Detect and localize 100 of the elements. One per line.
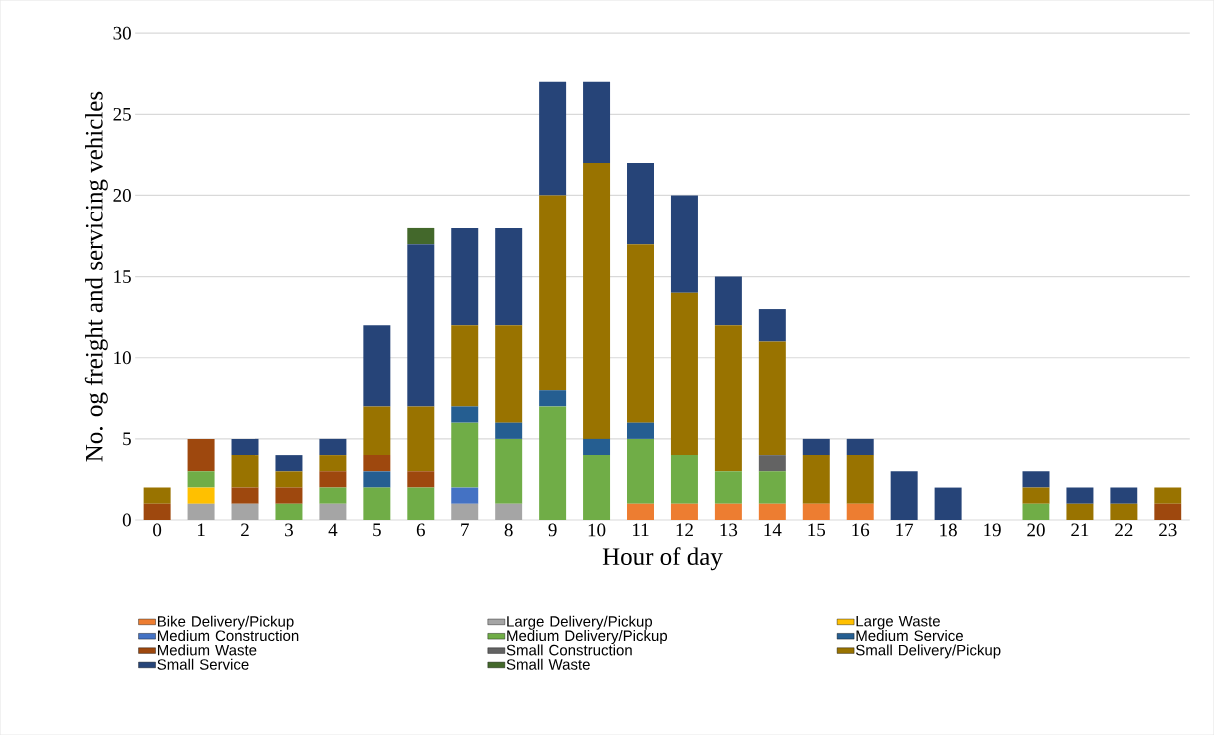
bar xyxy=(1154,503,1182,520)
y-tick-label: 20 xyxy=(113,188,131,202)
bar xyxy=(319,487,347,504)
bar xyxy=(802,455,830,504)
bar xyxy=(670,292,698,456)
bar xyxy=(231,503,259,520)
bar xyxy=(890,471,918,520)
x-tick-label: 9 xyxy=(548,523,557,537)
bar xyxy=(231,455,259,488)
bar xyxy=(407,406,435,472)
bar xyxy=(583,455,611,520)
bar xyxy=(714,471,742,504)
bar xyxy=(275,487,303,504)
bar xyxy=(714,503,742,520)
bar xyxy=(758,455,786,472)
bar xyxy=(143,487,171,504)
x-tick-label: 14 xyxy=(764,523,782,537)
legend-label: Large Delivery/Pickup xyxy=(507,615,653,630)
bar xyxy=(231,438,259,456)
bar xyxy=(495,227,523,326)
x-tick-label: 20 xyxy=(1027,523,1045,537)
x-tick-label: 16 xyxy=(852,523,870,537)
bar xyxy=(670,503,698,520)
bar xyxy=(451,227,479,326)
bar xyxy=(846,438,874,456)
bar xyxy=(187,487,215,504)
bar xyxy=(187,471,215,488)
y-tick-label: 15 xyxy=(114,270,131,283)
bar xyxy=(583,438,611,456)
bar xyxy=(1154,487,1182,504)
bar xyxy=(1110,487,1138,504)
bar xyxy=(451,503,479,520)
bar xyxy=(802,438,830,456)
x-tick-label: 6 xyxy=(416,523,425,537)
legend-label: Medium Delivery/Pickup xyxy=(507,629,668,644)
bar xyxy=(627,162,654,245)
bar xyxy=(934,487,962,520)
bar xyxy=(275,471,303,488)
bar xyxy=(670,195,698,293)
bar xyxy=(539,81,567,196)
bar xyxy=(407,227,435,245)
legend-label: Bike Delivery/Pickup xyxy=(157,615,294,630)
bar xyxy=(407,244,435,407)
bar xyxy=(714,325,742,472)
bar xyxy=(539,390,567,407)
bar xyxy=(539,195,567,391)
bar xyxy=(319,455,347,472)
bar xyxy=(758,503,786,520)
bar xyxy=(627,503,654,520)
bar xyxy=(451,487,479,504)
x-tick-label: 13 xyxy=(720,523,738,537)
x-tick-label: 4 xyxy=(328,523,338,536)
x-tick-label: 21 xyxy=(1071,523,1089,537)
bar xyxy=(583,81,611,163)
bar xyxy=(714,276,742,326)
bar xyxy=(1066,503,1094,520)
x-tick-label: 19 xyxy=(984,523,1001,537)
bar xyxy=(758,471,786,504)
x-tick-label: 22 xyxy=(1115,523,1133,537)
x-tick-label: 18 xyxy=(940,523,957,537)
y-tick-label: 30 xyxy=(113,26,131,40)
y-tick-label: 5 xyxy=(123,432,131,446)
legend-label: Small Delivery/Pickup xyxy=(855,644,1001,659)
x-tick-label: 0 xyxy=(153,523,162,537)
x-tick-label: 15 xyxy=(808,523,826,537)
legend-label: Medium Service xyxy=(856,629,963,641)
bar xyxy=(495,325,523,423)
bar xyxy=(407,487,435,520)
bar xyxy=(670,455,698,504)
bar xyxy=(1022,487,1050,504)
x-tick-label: 10 xyxy=(588,523,606,537)
bar xyxy=(231,487,259,504)
legend-label: Large Waste xyxy=(856,615,940,630)
bar xyxy=(627,244,654,423)
bar xyxy=(275,455,303,472)
bar xyxy=(1066,487,1094,504)
bar xyxy=(363,487,391,520)
x-tick-label: 23 xyxy=(1159,523,1177,537)
legend-label: Small Service xyxy=(157,658,249,670)
bar xyxy=(451,325,479,407)
bar xyxy=(539,406,567,520)
bar xyxy=(627,422,654,439)
bar xyxy=(758,308,786,342)
legend-label: Small Construction xyxy=(506,644,632,656)
bar xyxy=(363,455,391,472)
bar xyxy=(846,455,874,504)
bar xyxy=(1110,503,1138,520)
bar xyxy=(583,162,611,439)
x-tick-label: 12 xyxy=(676,523,693,537)
y-axis-title: No. og freight and servicing vehicles xyxy=(84,91,108,462)
bar xyxy=(363,406,391,456)
x-tick-label: 2 xyxy=(241,523,249,537)
bar xyxy=(802,503,830,520)
bar xyxy=(495,438,523,504)
legend-label: Medium Construction xyxy=(157,629,299,641)
bar xyxy=(363,325,391,407)
bar xyxy=(451,406,479,423)
bar xyxy=(495,422,523,439)
legend-label: Medium Waste xyxy=(157,644,257,656)
bar xyxy=(407,471,435,488)
